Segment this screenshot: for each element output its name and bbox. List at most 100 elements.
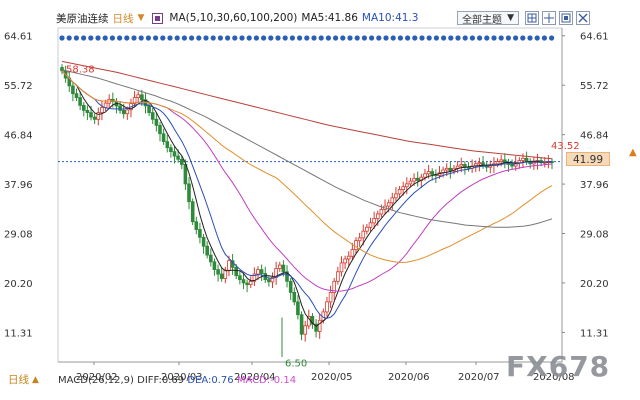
candle[interactable] (256, 269, 260, 275)
event-marker-dot[interactable] (469, 35, 475, 41)
event-marker-dot[interactable] (549, 35, 555, 41)
candle[interactable] (234, 266, 239, 277)
candle[interactable] (354, 240, 358, 250)
event-marker-dot[interactable] (95, 35, 101, 41)
candle[interactable] (517, 160, 522, 164)
event-marker-dot[interactable] (210, 35, 216, 41)
event-marker-dot[interactable] (433, 35, 439, 41)
candle[interactable] (270, 276, 275, 283)
candle[interactable] (154, 118, 159, 126)
event-marker-dot[interactable] (333, 35, 339, 41)
candle[interactable] (179, 158, 184, 165)
crosshair-button[interactable] (542, 11, 556, 25)
candle[interactable] (495, 161, 500, 165)
candle[interactable] (241, 279, 246, 284)
candle[interactable] (92, 116, 97, 120)
ma-indicator-icon[interactable] (152, 12, 164, 24)
event-marker-dot[interactable] (181, 35, 187, 41)
candle[interactable] (299, 314, 304, 335)
candle[interactable] (477, 162, 482, 165)
candle[interactable] (227, 260, 231, 271)
candle[interactable] (140, 94, 144, 101)
event-marker-dot[interactable] (304, 35, 310, 41)
event-marker-dot[interactable] (390, 35, 396, 41)
event-marker-dot[interactable] (527, 35, 533, 41)
candle[interactable] (190, 201, 195, 223)
event-marker-dot[interactable] (513, 35, 519, 41)
candle[interactable] (332, 280, 336, 293)
event-marker-dot[interactable] (347, 35, 353, 41)
candle[interactable] (238, 275, 242, 281)
candle[interactable] (423, 173, 427, 178)
candle[interactable] (510, 163, 514, 167)
event-marker-dot[interactable] (282, 35, 288, 41)
candle[interactable] (118, 105, 122, 111)
candle[interactable] (223, 269, 228, 279)
event-marker-dot[interactable] (73, 35, 79, 41)
event-marker-dot[interactable] (412, 35, 418, 41)
candle[interactable] (194, 221, 199, 230)
candle[interactable] (183, 163, 188, 185)
event-marker-dot[interactable] (102, 35, 108, 41)
bottom-period-selector[interactable]: 日线 ▲ (8, 372, 39, 387)
candle[interactable] (281, 264, 286, 273)
candle[interactable] (172, 151, 177, 157)
period-selector[interactable]: 日线 (112, 12, 134, 25)
event-marker-dot[interactable] (289, 35, 295, 41)
candle[interactable] (78, 97, 82, 106)
event-marker-dot[interactable] (203, 35, 209, 41)
event-marker-dot[interactable] (520, 35, 526, 41)
candle[interactable] (412, 177, 416, 182)
candle[interactable] (158, 125, 162, 135)
event-marker-dot[interactable] (59, 35, 65, 41)
candle[interactable] (336, 271, 340, 282)
candle[interactable] (314, 323, 318, 332)
theme-select[interactable]: 全部主题 ▼ (457, 11, 519, 26)
candle[interactable] (346, 255, 351, 260)
candle[interactable] (430, 171, 434, 175)
event-marker-dot[interactable] (383, 35, 389, 41)
candle[interactable] (394, 193, 398, 199)
candle[interactable] (285, 271, 289, 282)
candle[interactable] (100, 107, 104, 113)
candle[interactable] (325, 301, 329, 313)
candle[interactable] (415, 177, 420, 181)
event-marker-dot[interactable] (217, 35, 223, 41)
candle[interactable] (521, 157, 525, 161)
candle[interactable] (524, 157, 529, 163)
candle[interactable] (71, 85, 75, 95)
event-marker-dot[interactable] (239, 35, 245, 41)
candle[interactable] (121, 110, 126, 115)
event-marker-dot[interactable] (325, 35, 331, 41)
candle[interactable] (339, 262, 344, 273)
event-marker-dot[interactable] (88, 35, 94, 41)
event-marker-dot[interactable] (275, 35, 281, 41)
candle[interactable] (459, 163, 464, 167)
candle[interactable] (248, 280, 253, 285)
candle[interactable] (85, 110, 90, 114)
event-marker-dot[interactable] (131, 35, 137, 41)
candle[interactable] (390, 197, 395, 204)
event-marker-dot[interactable] (145, 35, 151, 41)
candle[interactable] (328, 291, 333, 303)
chevron-down-icon[interactable]: ▼ (137, 13, 145, 23)
event-marker-dot[interactable] (138, 35, 144, 41)
candle[interactable] (386, 202, 391, 207)
event-marker-dot[interactable] (196, 35, 202, 41)
candle[interactable] (198, 229, 202, 238)
candle[interactable] (176, 155, 180, 160)
event-marker-dot[interactable] (225, 35, 231, 41)
candle[interactable] (219, 273, 224, 279)
candle[interactable] (296, 301, 300, 316)
event-marker-dot[interactable] (441, 35, 447, 41)
candle[interactable] (310, 315, 315, 325)
candle[interactable] (350, 249, 355, 257)
event-marker-dot[interactable] (253, 35, 259, 41)
event-marker-dot[interactable] (81, 35, 87, 41)
event-marker-dot[interactable] (117, 35, 123, 41)
event-marker-dot[interactable] (66, 35, 72, 41)
event-marker-dot[interactable] (361, 35, 367, 41)
event-marker-dot[interactable] (419, 35, 425, 41)
event-marker-dot[interactable] (160, 35, 166, 41)
candle[interactable] (292, 291, 297, 303)
